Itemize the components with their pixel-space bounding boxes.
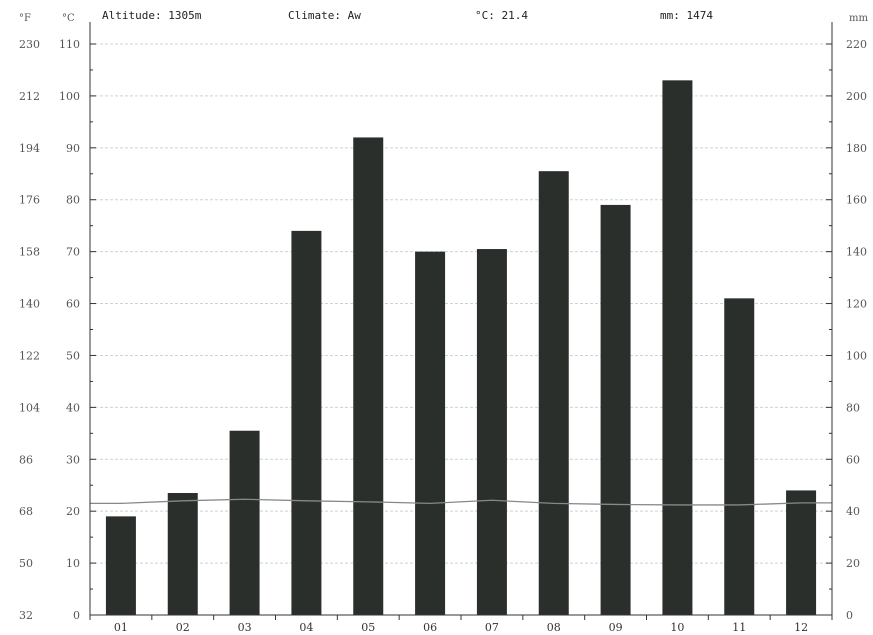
month-label-02: 02 xyxy=(176,621,190,634)
month-label-12: 12 xyxy=(794,621,808,634)
mean-temperature-label: °C: 21.4 xyxy=(475,9,528,22)
temperature-line-path xyxy=(90,498,832,506)
month-label-10: 10 xyxy=(670,621,684,634)
precipitation-bar-04 xyxy=(291,230,322,615)
celsius-tick-label: 100 xyxy=(59,90,80,103)
millimetre-tick-label: 180 xyxy=(846,142,867,155)
fahrenheit-tick-label: 158 xyxy=(19,246,40,259)
precipitation-bar-05 xyxy=(353,137,384,615)
month-label-01: 01 xyxy=(114,621,128,634)
celsius-tick-label: 30 xyxy=(66,453,80,466)
celsius-tick-label: 110 xyxy=(59,38,80,51)
fahrenheit-tick-label: 104 xyxy=(19,401,40,414)
fahrenheit-tick-label: 176 xyxy=(19,194,40,207)
celsius-tick-label: 0 xyxy=(73,609,80,622)
millimetre-tick-label: 60 xyxy=(846,453,860,466)
fahrenheit-tick-label: 32 xyxy=(19,609,33,622)
fahrenheit-tick-label: 140 xyxy=(19,298,40,311)
millimetre-tick-label: 160 xyxy=(846,194,867,207)
precipitation-bar-08 xyxy=(538,171,569,615)
climate-label: Climate: Aw xyxy=(288,9,361,22)
fahrenheit-tick-label: 50 xyxy=(19,557,33,570)
precipitation-bars xyxy=(105,80,817,616)
month-label-05: 05 xyxy=(361,621,375,634)
fahrenheit-tick-label: 194 xyxy=(19,142,40,155)
month-label-06: 06 xyxy=(423,621,437,634)
millimetre-unit-label: mm xyxy=(849,13,868,24)
precipitation-bar-07 xyxy=(476,249,507,616)
month-label-11: 11 xyxy=(732,621,746,634)
celsius-tick-label: 80 xyxy=(66,194,80,207)
millimetre-tick-label: 200 xyxy=(846,90,867,103)
celsius-tick-label: 50 xyxy=(66,349,80,362)
celsius-tick-label: 20 xyxy=(66,505,80,518)
fahrenheit-unit-label: °F xyxy=(19,13,31,24)
celsius-tick-label: 40 xyxy=(66,401,80,414)
precipitation-bar-09 xyxy=(600,204,631,615)
month-label-04: 04 xyxy=(299,621,313,634)
precipitation-bar-01 xyxy=(105,516,136,615)
precipitation-bar-12 xyxy=(786,490,817,615)
fahrenheit-tick-label: 122 xyxy=(19,349,40,362)
celsius-tick-label: 70 xyxy=(66,246,80,259)
month-label-08: 08 xyxy=(547,621,561,634)
precipitation-bar-06 xyxy=(415,251,446,616)
fahrenheit-tick-label: 212 xyxy=(19,90,40,103)
precipitation-bar-11 xyxy=(724,298,755,615)
celsius-tick-label: 10 xyxy=(66,557,80,570)
axis-labels: 2302121941761581401221048668503211010090… xyxy=(19,13,868,634)
millimetre-tick-label: 80 xyxy=(846,401,860,414)
precipitation-bar-02 xyxy=(167,493,198,615)
axes xyxy=(89,22,833,620)
fahrenheit-tick-label: 86 xyxy=(19,453,33,466)
month-label-07: 07 xyxy=(485,621,499,634)
fahrenheit-tick-label: 230 xyxy=(19,38,40,51)
precipitation-bar-03 xyxy=(229,430,260,615)
month-label-03: 03 xyxy=(238,621,252,634)
millimetre-tick-label: 40 xyxy=(846,505,860,518)
millimetre-tick-label: 20 xyxy=(846,557,860,570)
millimetre-tick-label: 0 xyxy=(846,609,853,622)
millimetre-tick-label: 100 xyxy=(846,349,867,362)
millimetre-tick-label: 220 xyxy=(846,38,867,51)
total-precipitation-label: mm: 1474 xyxy=(660,9,713,22)
precipitation-bar-10 xyxy=(662,80,693,615)
altitude-label: Altitude: 1305m xyxy=(102,9,202,22)
millimetre-tick-label: 140 xyxy=(846,246,867,259)
month-label-09: 09 xyxy=(609,621,623,634)
celsius-tick-label: 90 xyxy=(66,142,80,155)
temperature-line xyxy=(90,498,832,506)
grid-lines xyxy=(90,43,832,564)
celsius-unit-label: °C xyxy=(62,13,75,24)
fahrenheit-tick-label: 68 xyxy=(19,505,33,518)
millimetre-tick-label: 120 xyxy=(846,298,867,311)
celsius-tick-label: 60 xyxy=(66,298,80,311)
